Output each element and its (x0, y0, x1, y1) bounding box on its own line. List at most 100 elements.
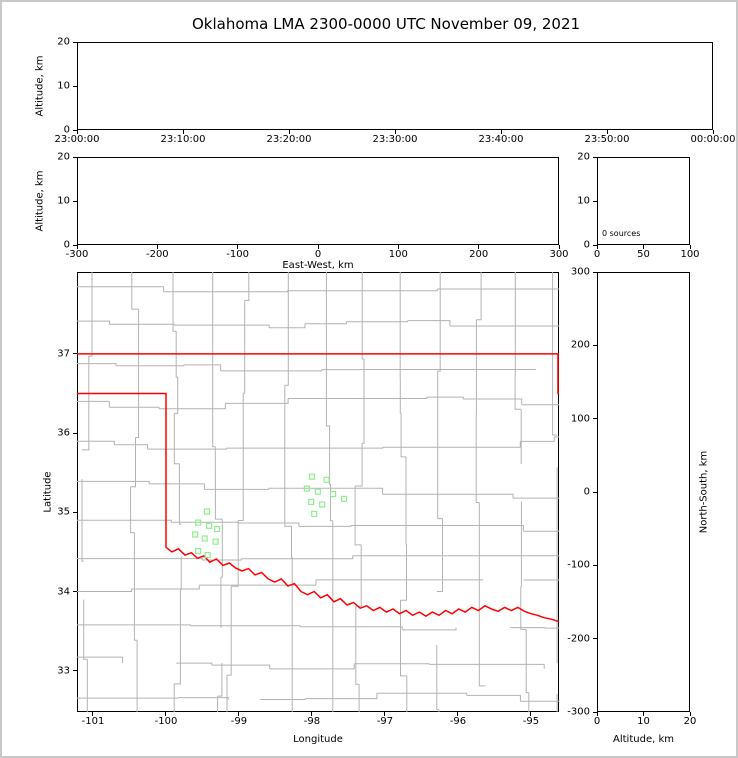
x-tick-mark (689, 712, 691, 716)
y-tick-mark (73, 200, 77, 202)
y-tick-mark (593, 638, 597, 640)
x-tick-label: 23:40:00 (478, 134, 524, 145)
x-tick-mark (643, 245, 644, 249)
x-tick-mark (596, 245, 598, 249)
y-tick-mark (73, 244, 77, 246)
y-tick-label: 0 (583, 486, 590, 498)
x-tick-mark (238, 712, 240, 716)
y-tick-label: -200 (567, 633, 590, 645)
y-tick-mark (73, 129, 77, 131)
y-tick-label: 37 (57, 348, 70, 360)
y-tick-mark (593, 244, 597, 246)
y-tick-label: 34 (57, 586, 70, 598)
x-tick-label: -98 (303, 716, 321, 727)
ew-y-axis-label: Altitude, km (34, 170, 46, 232)
x-tick-label: -101 (81, 716, 105, 727)
y-tick-label: 33 (57, 665, 70, 677)
ns-x-axis-label: Altitude, km (613, 734, 674, 745)
y-tick-label: 20 (57, 151, 70, 163)
y-tick-label: 35 (57, 506, 70, 518)
x-tick-label: 100 (388, 249, 408, 260)
x-tick-mark (500, 130, 502, 134)
y-tick-label: -100 (567, 559, 590, 571)
ns-panel (597, 272, 690, 712)
x-tick-label: -300 (65, 249, 89, 260)
ew-panel (77, 157, 559, 245)
x-tick-mark (311, 712, 313, 716)
x-tick-mark (643, 712, 644, 716)
x-tick-mark (165, 712, 167, 716)
y-tick-label: 100 (570, 413, 590, 425)
x-tick-label: 23:30:00 (372, 134, 418, 145)
y-tick-mark (73, 670, 77, 672)
x-tick-label: 0 (593, 716, 601, 727)
x-tick-label: 0 (314, 249, 322, 260)
y-tick-mark (73, 591, 77, 593)
y-tick-mark (73, 85, 77, 87)
x-tick-mark (530, 712, 532, 716)
y-tick-label: 300 (570, 266, 590, 278)
ew-x-axis-label: East-West, km (282, 260, 354, 271)
x-tick-mark (394, 130, 396, 134)
y-tick-mark (73, 353, 77, 355)
x-tick-label: 23:50:00 (584, 134, 630, 145)
x-tick-label: -95 (522, 716, 540, 727)
y-tick-label: 20 (577, 151, 590, 163)
map-x-axis-label: Longitude (293, 734, 343, 745)
y-tick-mark (73, 156, 77, 158)
x-tick-label: 20 (683, 716, 697, 727)
time-panel (77, 42, 713, 130)
x-tick-label: -99 (230, 716, 248, 727)
x-tick-mark (558, 245, 560, 249)
y-tick-mark (73, 432, 77, 434)
time-y-axis-label: Altitude, km (34, 55, 46, 117)
y-tick-label: 0 (583, 239, 590, 251)
x-tick-mark (478, 245, 480, 249)
y-tick-mark (73, 511, 77, 513)
ns-y-axis-label: North-South, km (698, 450, 710, 534)
x-tick-label: 50 (637, 249, 650, 260)
y-tick-label: 10 (57, 80, 70, 92)
x-tick-mark (92, 712, 94, 716)
y-tick-label: 0 (63, 239, 70, 251)
x-tick-label: -100 (154, 716, 178, 727)
y-tick-label: 200 (570, 339, 590, 351)
x-tick-mark (596, 712, 598, 716)
x-tick-mark (384, 712, 386, 716)
x-tick-mark (712, 130, 714, 134)
x-tick-mark (156, 245, 158, 249)
x-tick-mark (317, 245, 319, 249)
y-tick-mark (593, 200, 597, 202)
x-tick-label: 10 (637, 716, 650, 727)
x-tick-label: 0 (593, 249, 601, 260)
sources-count-annotation: 0 sources (602, 229, 641, 238)
x-tick-label: 00:00:00 (690, 134, 736, 145)
x-tick-mark (182, 130, 184, 134)
y-tick-mark (593, 564, 597, 566)
x-tick-label: -96 (449, 716, 467, 727)
x-tick-label: -100 (226, 249, 250, 260)
y-tick-mark (593, 156, 597, 158)
x-tick-mark (237, 245, 239, 249)
x-tick-mark (689, 245, 691, 249)
y-tick-mark (593, 418, 597, 420)
x-tick-label: 100 (680, 249, 700, 260)
x-tick-label: -200 (145, 249, 169, 260)
x-tick-label: 23:10:00 (160, 134, 206, 145)
x-tick-mark (397, 245, 399, 249)
y-tick-label: 10 (57, 195, 70, 207)
y-tick-label: 20 (57, 36, 70, 48)
y-tick-mark (593, 344, 597, 346)
y-tick-label: 0 (63, 124, 70, 136)
y-tick-mark (593, 271, 597, 273)
hist-panel (597, 157, 690, 245)
x-tick-mark (288, 130, 290, 134)
x-tick-mark (76, 130, 78, 134)
y-tick-mark (593, 491, 597, 493)
x-tick-label: 300 (549, 249, 569, 260)
y-tick-mark (593, 711, 597, 713)
figure-title: Oklahoma LMA 2300-0000 UTC November 09, … (191, 15, 581, 33)
x-tick-label: 23:20:00 (266, 134, 312, 145)
y-tick-label: 36 (57, 427, 70, 439)
